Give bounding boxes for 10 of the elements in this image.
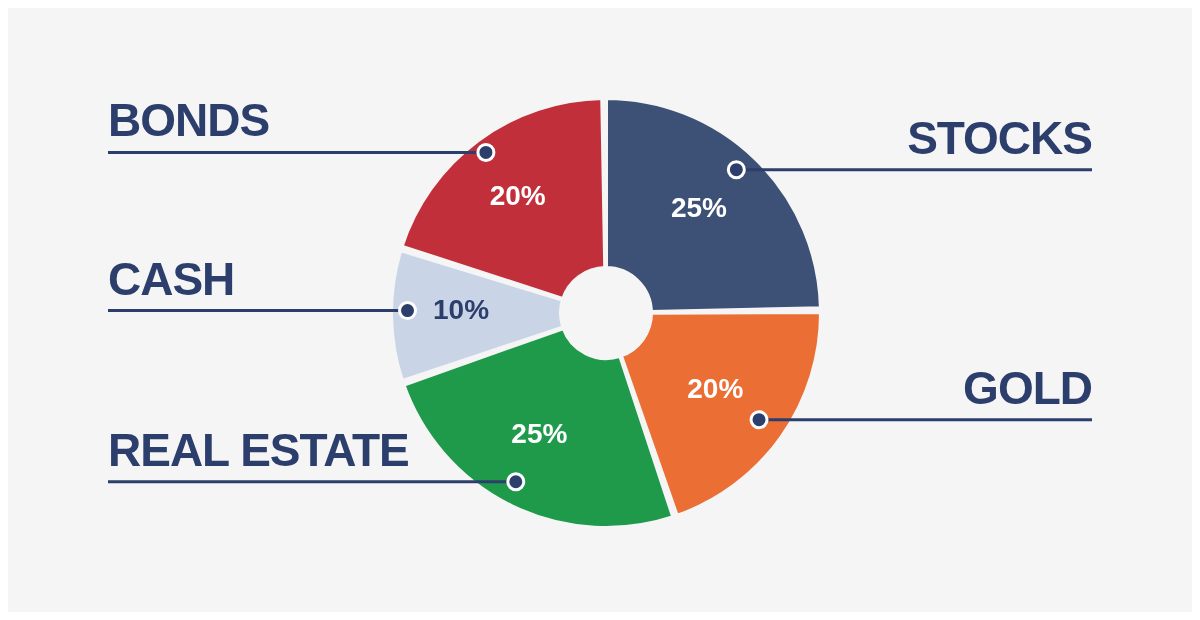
slice-label: CASH <box>108 252 235 305</box>
slice-label: REAL ESTATE <box>108 423 409 476</box>
data-label: 20% <box>489 179 546 211</box>
data-label: 20% <box>687 373 744 405</box>
slice-label: STOCKS <box>907 111 1092 164</box>
data-label: 25% <box>670 192 728 224</box>
slice-label: GOLD <box>963 361 1092 414</box>
slice-label: BONDS <box>108 94 270 147</box>
data-label: 10% <box>432 294 490 326</box>
data-label: 25% <box>511 418 568 450</box>
